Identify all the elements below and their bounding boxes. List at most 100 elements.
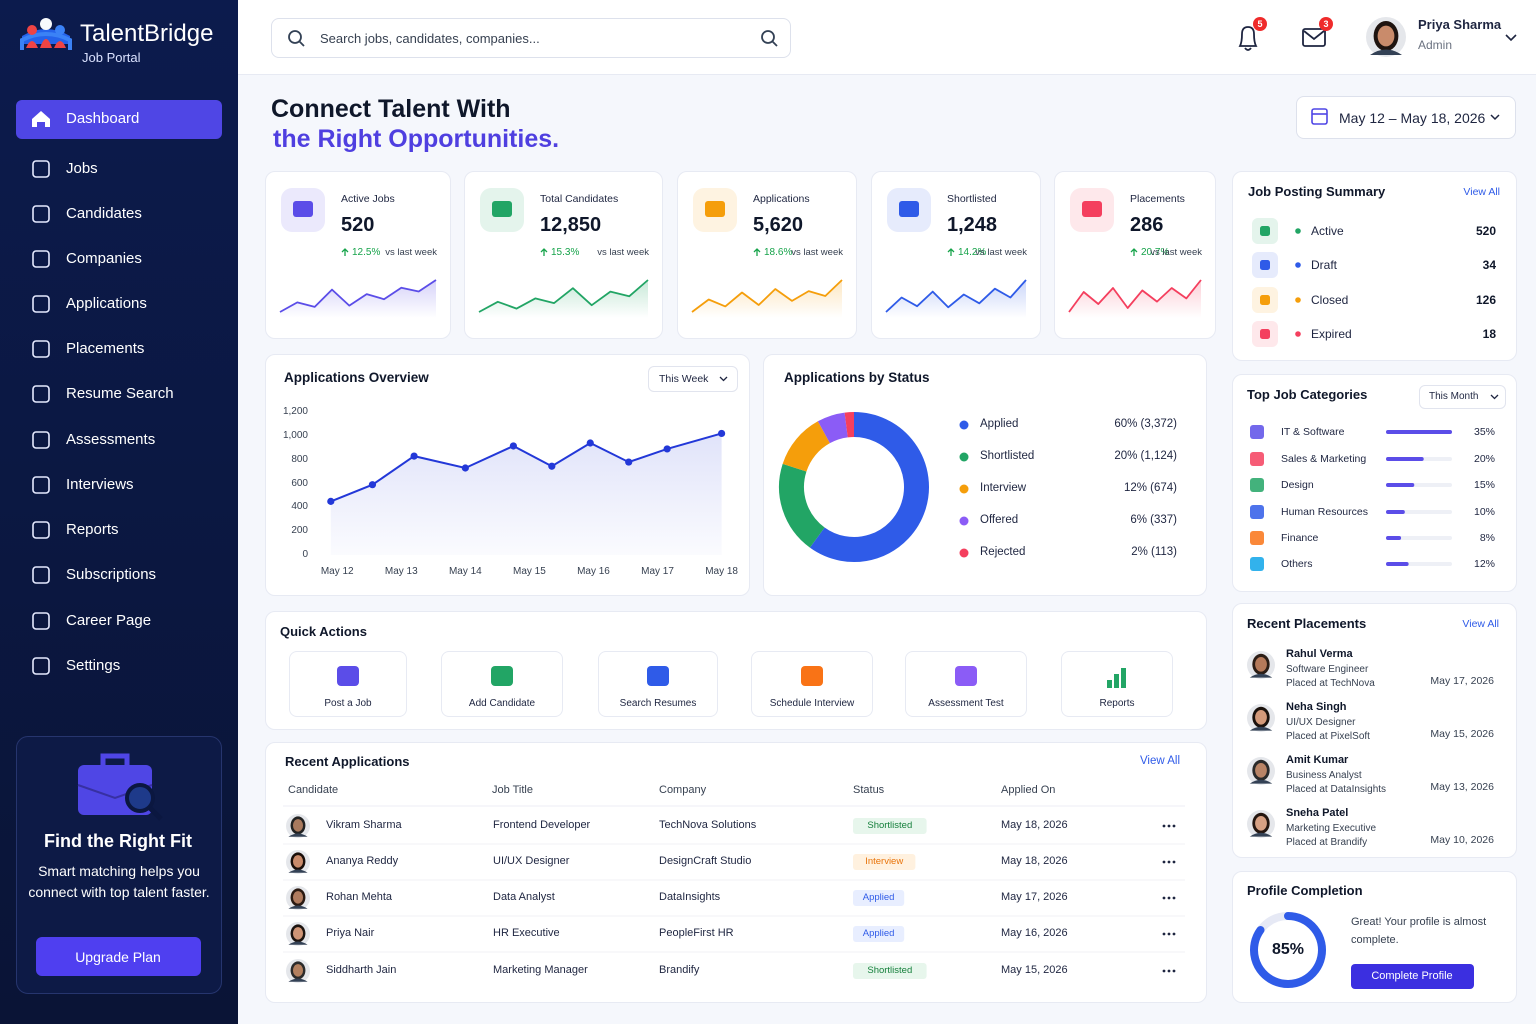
category-value: 12% <box>1473 557 1495 570</box>
candidate-name: Vikram Sharma <box>326 819 402 832</box>
candidate-name: Priya Nair <box>326 927 375 940</box>
x-tick-label: May 13 <box>384 566 418 577</box>
nav-item[interactable]: Companies <box>66 250 142 267</box>
nav-item[interactable]: Career Page <box>66 612 152 629</box>
upgrade-button[interactable] <box>36 937 201 976</box>
status-value: 520 <box>1475 223 1496 238</box>
nav-icon <box>32 566 50 584</box>
stat-label: Applications <box>753 192 810 205</box>
quick-action-label[interactable]: Reports <box>1099 698 1135 709</box>
stat-change: 15.3% <box>551 247 580 258</box>
quick-action-label[interactable]: Add Candidate <box>468 698 536 709</box>
candidate-name: Siddharth Jain <box>326 964 397 977</box>
progress-ring <box>1250 912 1326 988</box>
job-title: Marketing Manager <box>493 964 588 977</box>
sparkline <box>478 279 649 313</box>
bell-icon <box>1238 26 1258 51</box>
company-name: TechNova Solutions <box>659 819 757 832</box>
sparkline <box>885 279 1027 313</box>
candidate-name: Ananya Reddy <box>326 855 399 868</box>
view-all-link[interactable]: View All <box>1463 185 1500 198</box>
quick-action-label[interactable]: Assessment Test <box>928 698 1004 709</box>
sparkline-area <box>692 280 842 318</box>
filter-label[interactable]: This Week <box>659 372 709 385</box>
donut-segment <box>779 463 826 548</box>
category-value: 35% <box>1473 425 1495 438</box>
stat-label: Placements <box>1130 192 1185 205</box>
filter-dropdown[interactable] <box>1419 385 1506 409</box>
profile-button-label[interactable]: Complete Profile <box>1371 970 1453 983</box>
avatar <box>288 833 308 837</box>
point <box>410 452 418 460</box>
status-badge <box>853 854 916 870</box>
category-value: 10% <box>1473 505 1495 518</box>
profile-button[interactable] <box>1351 964 1474 989</box>
more-icon <box>1167 824 1171 828</box>
more-icon <box>1162 969 1166 973</box>
quick-action-button[interactable] <box>905 651 1027 717</box>
nav-item[interactable]: Candidates <box>66 205 142 222</box>
status-badge <box>853 963 927 979</box>
bar <box>1386 510 1405 514</box>
placement-date: May 17, 2026 <box>1430 674 1494 687</box>
date-range[interactable]: May 12 – May 18, 2026 <box>1339 109 1486 126</box>
nav-item[interactable]: Settings <box>66 657 121 674</box>
more-icon <box>1167 932 1171 936</box>
bar <box>1386 483 1415 487</box>
applied-date: May 15, 2026 <box>1001 964 1068 977</box>
filter-dropdown[interactable] <box>648 366 738 392</box>
y-tick-label: 200 <box>291 525 308 537</box>
category-icon <box>1250 557 1264 571</box>
nav-item[interactable]: Subscriptions <box>66 566 157 583</box>
quick-action-label[interactable]: Schedule Interview <box>769 698 855 709</box>
action-icon <box>1114 674 1119 688</box>
card-title: Top Job Categories <box>1247 387 1368 403</box>
x-tick-label: May 14 <box>448 566 482 577</box>
nav-icon <box>32 521 50 539</box>
view-all-link[interactable]: View All <box>1462 617 1499 630</box>
upgrade-button-label[interactable]: Upgrade Plan <box>75 948 161 965</box>
summary-card <box>1232 171 1517 361</box>
more-icon <box>1172 969 1176 973</box>
legend-dot <box>959 548 969 558</box>
nav-item[interactable]: Applications <box>66 295 147 312</box>
nav-item[interactable]: Placements <box>66 340 145 357</box>
avatar <box>1255 763 1267 778</box>
category-icon <box>1250 452 1264 466</box>
nav-item[interactable]: Assessments <box>66 431 156 448</box>
legend-dot <box>959 452 969 462</box>
person-company: Placed at DataInsights <box>1286 784 1387 795</box>
nav-item[interactable]: Jobs <box>66 160 98 177</box>
nav-item[interactable]: Interviews <box>66 476 134 493</box>
stat-change: 18.6% <box>764 247 793 258</box>
nav-item[interactable]: Resume Search <box>66 385 174 402</box>
applications-card <box>265 742 1207 1003</box>
search-box[interactable] <box>271 18 791 58</box>
status-badge <box>853 818 927 834</box>
nav-icon <box>32 160 50 178</box>
stat-value: 5,620 <box>753 214 804 236</box>
action-icon <box>491 666 513 686</box>
filter-label[interactable]: This Month <box>1429 391 1479 402</box>
quick-action-label[interactable]: Post a Job <box>324 698 372 709</box>
status-icon <box>1260 329 1270 339</box>
stat-change: 20.7% <box>1141 247 1170 258</box>
action-icon <box>1121 668 1126 688</box>
status-icon <box>1260 295 1270 305</box>
nav-item[interactable]: Dashboard <box>66 110 140 127</box>
search-placeholder[interactable]: Search jobs, candidates, companies... <box>320 31 540 47</box>
nav-item[interactable]: Reports <box>66 521 119 538</box>
applied-date: May 16, 2026 <box>1001 927 1068 940</box>
view-all-link[interactable]: View All <box>1139 755 1180 768</box>
quick-action-label[interactable]: Search Resumes <box>619 698 697 709</box>
y-tick-label: 1,000 <box>282 429 308 441</box>
user-role: Admin <box>1418 37 1453 52</box>
stat-label: Shortlisted <box>947 192 997 205</box>
column-header: Candidate <box>288 784 339 797</box>
date-picker[interactable] <box>1296 96 1516 139</box>
nav-active[interactable] <box>16 100 222 139</box>
legend-dot <box>959 516 969 526</box>
applied-date: May 18, 2026 <box>1001 819 1068 832</box>
search-icon <box>761 30 775 44</box>
